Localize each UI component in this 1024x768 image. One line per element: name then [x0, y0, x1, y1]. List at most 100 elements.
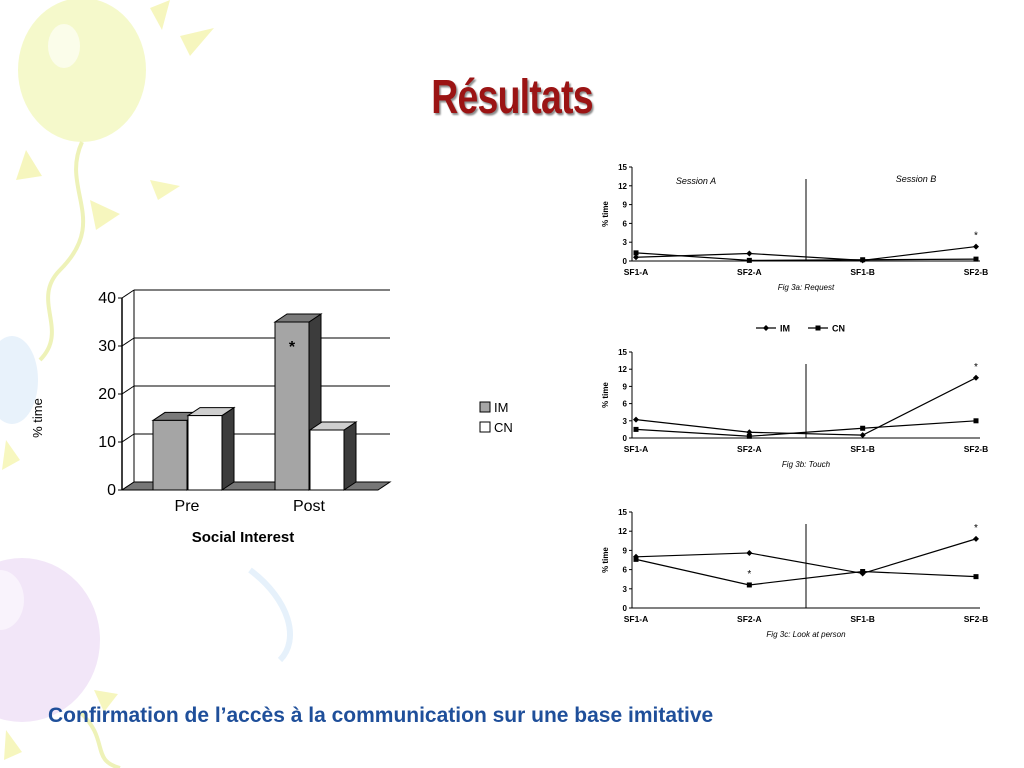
series-line-cn	[635, 420, 977, 437]
session-b-label: Session B	[896, 174, 937, 184]
y-tick-label: 0	[623, 604, 628, 613]
y-tick-label: 30	[98, 338, 116, 355]
point-im	[746, 250, 753, 257]
figure-title: Fig 3c: Look at person	[766, 630, 846, 639]
y-tick-label: 40	[98, 290, 116, 307]
point-im	[973, 535, 979, 542]
x-tick-label: SF1-A	[624, 267, 649, 277]
legend-label-im: IM	[780, 324, 790, 334]
balloon-string	[248, 567, 293, 663]
y-tick-label: 12	[618, 527, 627, 536]
point-im	[633, 416, 639, 423]
legend-marker-cn	[815, 325, 821, 331]
y-tick-label: 3	[623, 585, 628, 594]
bar-marks	[151, 313, 358, 491]
y-axis-label: % time	[601, 201, 610, 227]
bar-cn-post	[309, 429, 345, 491]
x-tick-label: SF1-B	[850, 614, 875, 624]
figure-title: Fig 3b: Touch	[782, 460, 831, 469]
y-tick-label: 0	[623, 257, 628, 266]
blue-balloon	[0, 336, 38, 424]
significance-mark: *	[974, 231, 978, 242]
significance-mark: *	[974, 362, 978, 373]
session-a-label: Session A	[676, 176, 716, 186]
y-tick-label: 0	[623, 434, 628, 443]
y-tick-label: 6	[623, 400, 628, 409]
x-tick-label: SF2-B	[964, 614, 989, 624]
bar-cn-pre	[187, 415, 223, 491]
x-tick-label: SF2-B	[964, 267, 989, 277]
point-cn	[633, 426, 639, 432]
significance-mark: *	[289, 339, 296, 356]
point-im	[746, 429, 753, 436]
y-tick-label: 15	[618, 163, 627, 172]
y-tick-label: 12	[618, 182, 627, 191]
point-im	[633, 254, 639, 261]
y-tick-label: 15	[618, 508, 627, 517]
point-cn	[746, 257, 752, 263]
legend-marker-im	[763, 325, 769, 331]
point-cn	[746, 433, 752, 439]
x-tick-label: SF1-B	[850, 444, 875, 454]
point-im	[859, 432, 866, 439]
x-tick-label: SF2-B	[964, 444, 989, 454]
legend-label-cn: CN	[832, 324, 845, 334]
series-line-cn	[635, 252, 977, 261]
point-cn	[973, 256, 979, 262]
figure-title: Fig 3a: Request	[778, 283, 835, 292]
bar-legend: IM CN	[479, 400, 513, 435]
gridline-depth	[121, 289, 135, 299]
bar-im-pre	[152, 419, 188, 491]
legend-swatch-im	[479, 401, 491, 413]
legend-label-im: IM	[494, 400, 508, 415]
point-im	[746, 549, 753, 556]
y-tick-label: 0	[107, 482, 116, 499]
social-interest-bar-chart: 0 10 20 30 40 Pre Post * % time Social Interest…	[30, 289, 513, 546]
point-cn	[860, 425, 866, 431]
slide-title: Résultats	[431, 71, 593, 124]
point-im	[973, 243, 979, 250]
point-im	[973, 374, 979, 381]
x-tick-label: SF2-A	[737, 614, 762, 624]
bar-side	[343, 421, 357, 491]
y-tick-label: 6	[623, 219, 628, 228]
point-cn	[973, 574, 979, 580]
y-tick-label: 10	[98, 434, 116, 451]
x-tick-label: SF2-A	[737, 267, 762, 277]
y-axis-label: % time	[601, 382, 610, 408]
y-axis-label: % time	[30, 398, 45, 438]
series-line-im	[635, 245, 977, 261]
y-tick-label: 12	[618, 365, 627, 374]
significance-mark: *	[974, 523, 978, 534]
point-cn	[633, 556, 639, 562]
point-cn	[860, 257, 866, 263]
significance-mark: *	[747, 569, 751, 580]
point-cn	[746, 582, 752, 588]
line-chart-legend: IM CN	[756, 324, 845, 334]
y-tick-label: 3	[623, 238, 628, 247]
series-line-cn	[635, 558, 977, 586]
x-tick-label: Pre	[175, 498, 200, 515]
bar-im-post	[274, 321, 310, 491]
y-tick-label: 9	[623, 546, 628, 555]
slide-caption: Confirmation de l’accès à la communicati…	[48, 704, 714, 727]
series-line-im	[635, 538, 977, 575]
x-tick-label: SF1-A	[624, 614, 649, 624]
sun-rays-decoration	[16, 0, 214, 230]
legend-swatch-cn	[479, 421, 491, 433]
y-tick-label: 9	[623, 382, 628, 391]
gridline-depth	[121, 385, 135, 395]
bar-side	[221, 406, 235, 491]
request-line-chart: 0 3 6 9 12 15 SF1-A SF2-A SF1-B SF2-B % time Sessio…	[601, 163, 989, 292]
bar-labels: 0 10 20 30 40 Pre Post *	[98, 290, 325, 515]
y-tick-label: 9	[623, 201, 628, 210]
y-tick-label: 3	[623, 417, 628, 426]
x-tick-label: SF1-B	[850, 267, 875, 277]
gridline-depth	[121, 433, 135, 443]
purple-balloon	[0, 558, 100, 722]
legend-label-cn: CN	[494, 420, 513, 435]
point-cn	[973, 418, 979, 424]
x-tick-label: SF2-A	[737, 444, 762, 454]
x-axis-label: Social Interest	[192, 529, 295, 546]
